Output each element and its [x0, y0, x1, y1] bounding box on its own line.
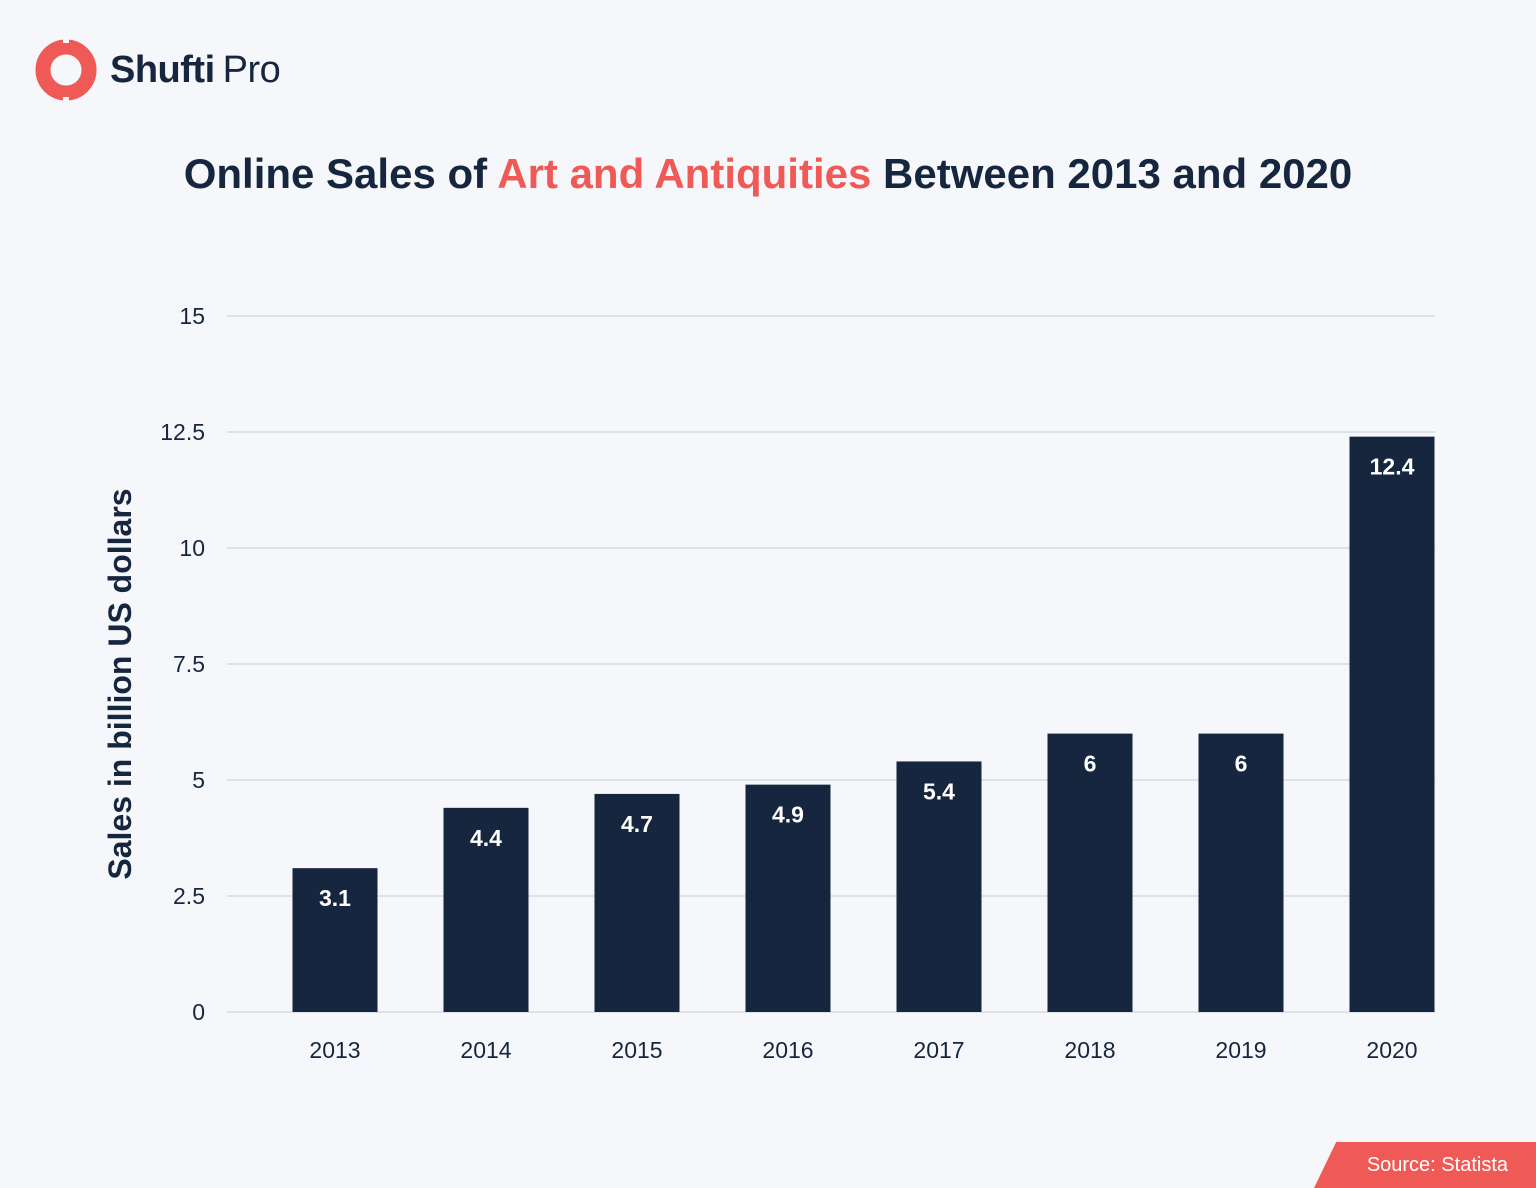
x-tick-label: 2016 — [762, 1037, 813, 1063]
x-tick-label: 2020 — [1366, 1037, 1417, 1063]
title-highlight: Art and Antiquities — [497, 150, 872, 197]
bar-2018 — [1047, 733, 1133, 1012]
data-label: 3.1 — [319, 885, 351, 911]
data-label: 4.4 — [470, 825, 502, 851]
logo-ring-icon — [35, 35, 97, 105]
x-tick-label: 2018 — [1064, 1037, 1115, 1063]
bar-2014 — [443, 807, 529, 1012]
data-label: 5.4 — [923, 778, 955, 804]
shufti-pro-logo: Shufti Pro — [34, 35, 281, 105]
data-label: 4.7 — [621, 811, 653, 837]
data-label: 6 — [1084, 751, 1097, 777]
title-part2: Between 2013 and 2020 — [871, 150, 1353, 197]
x-tick-label: 2014 — [460, 1037, 511, 1063]
x-tick-label: 2013 — [309, 1037, 360, 1063]
data-label: 4.9 — [772, 802, 804, 828]
title-part1: Online Sales of — [183, 150, 498, 197]
logo-text-light: Pro — [222, 48, 281, 91]
bar-2013 — [292, 868, 378, 1012]
x-tick-label: 2019 — [1215, 1037, 1266, 1063]
y-tick-label: 15 — [179, 303, 205, 329]
y-tick-label: 0 — [192, 999, 205, 1025]
y-tick-label: 7.5 — [173, 651, 205, 677]
source-badge: Source: Statista — [1314, 1142, 1536, 1188]
chart-title: Online Sales of Art and Antiquities Betw… — [0, 150, 1536, 198]
data-label: 12.4 — [1370, 454, 1415, 480]
bar-2017 — [896, 761, 982, 1012]
y-tick-label: 2.5 — [173, 883, 205, 909]
bar-2016 — [745, 784, 831, 1012]
bar-2019 — [1198, 733, 1284, 1012]
y-tick-label: 10 — [179, 535, 205, 561]
bar-2015 — [594, 793, 680, 1012]
data-label: 6 — [1235, 751, 1248, 777]
x-tick-label: 2015 — [611, 1037, 662, 1063]
y-axis-label: Sales in billion US dollars — [102, 488, 138, 879]
y-tick-label: 5 — [192, 767, 205, 793]
x-tick-label: 2017 — [913, 1037, 964, 1063]
bar-2020 — [1349, 436, 1435, 1012]
logo-text-bold: Shufti — [110, 48, 215, 91]
y-tick-label: 12.5 — [160, 419, 205, 445]
